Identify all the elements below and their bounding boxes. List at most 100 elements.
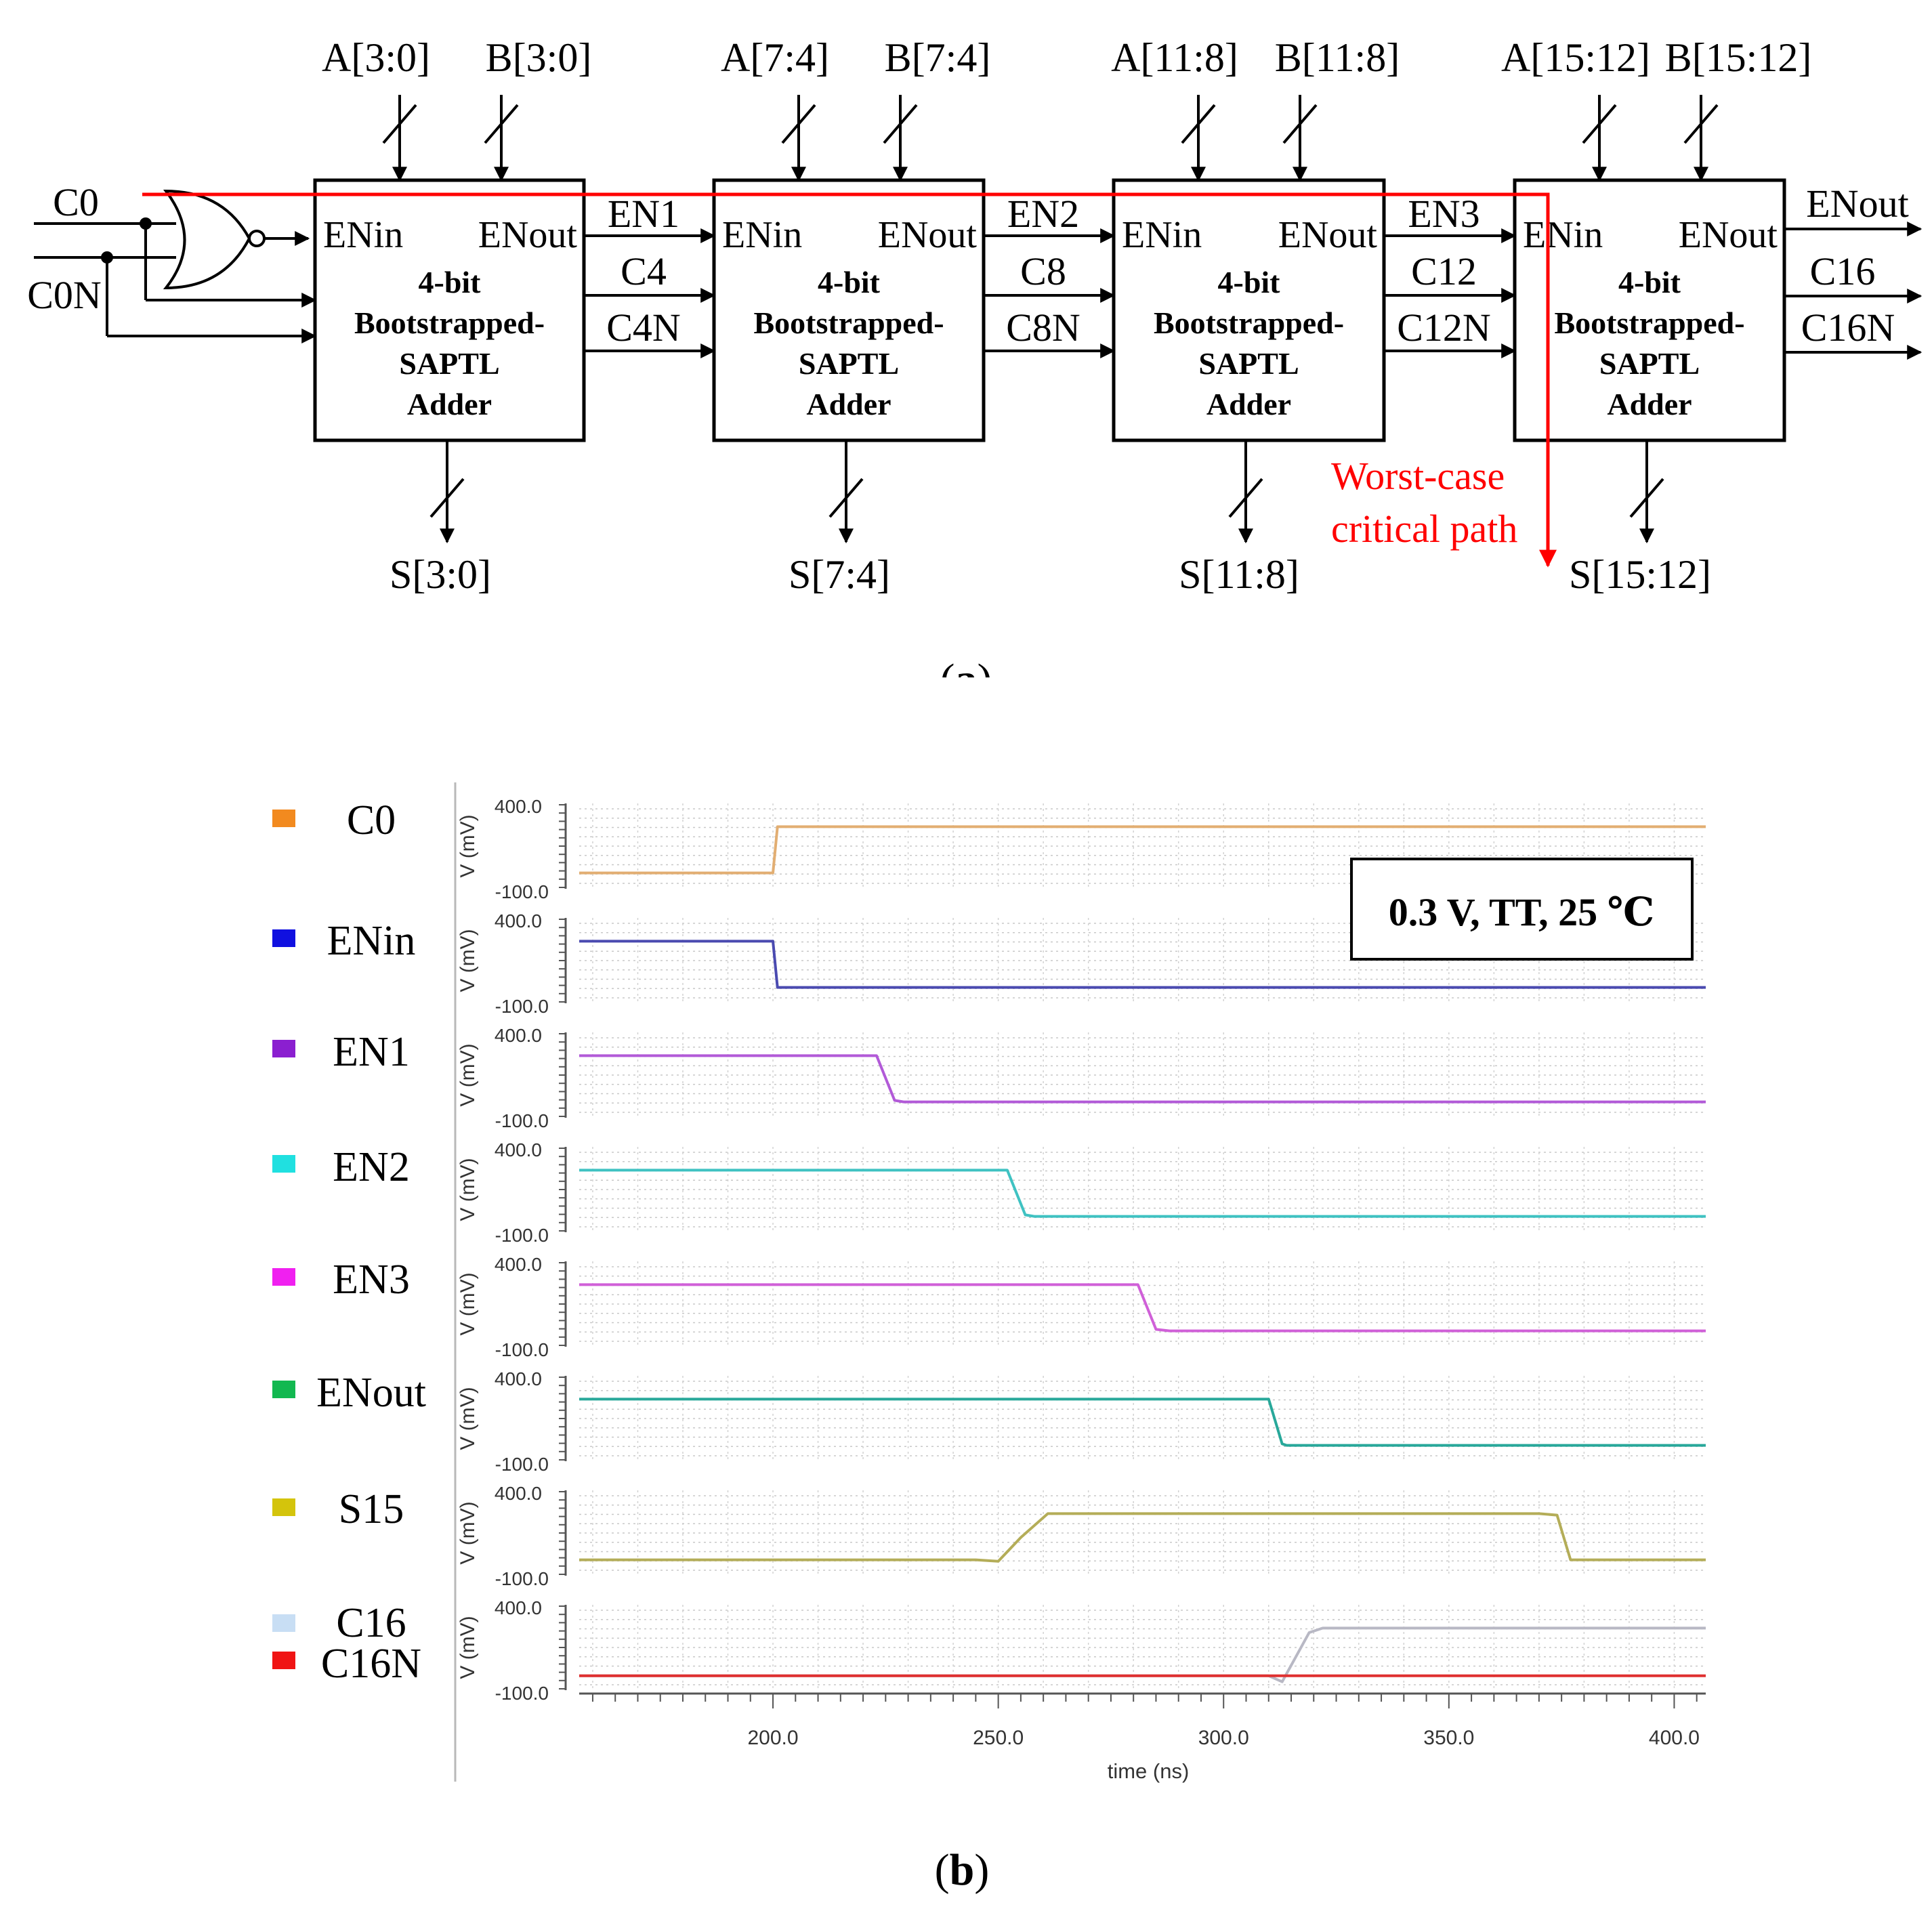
s-bus-slash-0 <box>429 478 465 518</box>
adder-title-line-3: Adder <box>407 387 492 421</box>
a-bus-slash-0 <box>382 104 417 144</box>
input-c0n-label: C0N <box>27 273 102 317</box>
trace-s15 <box>579 1512 1706 1563</box>
b-bus-slash-1 <box>883 104 918 144</box>
adder-block-1 <box>712 178 986 442</box>
trace-en1 <box>579 1054 1706 1104</box>
legend-label-s15: S15 <box>339 1486 404 1532</box>
trace-en3 <box>579 1283 1706 1332</box>
legend-swatch-c16 <box>272 1614 295 1632</box>
y-tick-label-top: 400.0 <box>495 910 542 931</box>
link-en-label-1: EN2 <box>1007 192 1079 236</box>
y-tick-label-top: 400.0 <box>495 796 542 817</box>
en-in-label-0: ENin <box>323 214 403 256</box>
legend-swatch-en1 <box>272 1040 295 1057</box>
legend-label-en3: EN3 <box>333 1257 410 1303</box>
y-tick-label-top: 400.0 <box>495 1483 542 1504</box>
en-in-label-2: ENin <box>1122 214 1202 256</box>
waveform-lane-7: 400.0 -100.0 V (mV) <box>457 1597 1706 1704</box>
s-bus-label-1: S[7:4] <box>789 552 890 597</box>
condition-box <box>1350 858 1694 961</box>
b-bus-slash-0 <box>484 104 519 144</box>
y-axis-label: V (mV) <box>457 1043 479 1106</box>
a-bus-slash-3 <box>1582 104 1617 144</box>
en-in-label-1: ENin <box>722 214 802 256</box>
en-in-label-3: ENin <box>1523 214 1603 256</box>
trace-en2 <box>579 1169 1706 1218</box>
b-bus-slash-3 <box>1683 104 1719 144</box>
y-tick-label-top: 400.0 <box>495 1139 542 1160</box>
s-bus-slash-3 <box>1629 478 1664 518</box>
link-en-label-2: EN3 <box>1408 192 1479 236</box>
adder-title-line-2: SAPTL <box>799 346 899 381</box>
a-bus-label-1: A[7:4] <box>721 35 829 80</box>
link-cn-label-0: C4N <box>606 306 681 350</box>
y-tick-label-top: 400.0 <box>495 1254 542 1275</box>
link-c-label-1: C8 <box>1020 249 1066 293</box>
b-bus-label-1: B[7:4] <box>885 35 991 80</box>
s-bus-label-0: S[3:0] <box>390 552 491 597</box>
s-bus-slash-2 <box>1228 478 1263 518</box>
link-c-label-0: C4 <box>621 249 667 293</box>
b-bus-label-3: B[15:12] <box>1665 35 1812 80</box>
adder-title-line-2: SAPTL <box>1599 346 1700 381</box>
waveform-lane-5: 400.0 -100.0 V (mV) <box>457 1368 1706 1475</box>
critical-path-label-line2: critical path <box>1331 507 1517 551</box>
a-bus-label-2: A[11:8] <box>1111 35 1238 80</box>
adder-block-0 <box>313 178 586 442</box>
out-c-label: C16 <box>1810 249 1876 293</box>
link-cn-label-1: C8N <box>1006 306 1080 350</box>
y-tick-label-bottom: -100.0 <box>495 1339 549 1360</box>
panel-b-label: (b) <box>935 1845 990 1895</box>
legend-swatch-en2 <box>272 1155 295 1173</box>
waveform-lane-0: 400.0 -100.0 V (mV) <box>457 796 1706 902</box>
y-axis-label: V (mV) <box>457 1387 479 1450</box>
link-c-label-2: C12 <box>1411 249 1477 293</box>
y-axis-label: V (mV) <box>457 1616 479 1679</box>
adder-block-3 <box>1513 178 1786 442</box>
a-bus-slash-1 <box>781 104 816 144</box>
y-tick-label-bottom: -100.0 <box>495 996 549 1017</box>
y-tick-label-bottom: -100.0 <box>495 1683 549 1704</box>
b-bus-label-0: B[3:0] <box>486 35 592 80</box>
y-axis-label: V (mV) <box>457 1158 479 1221</box>
panel-a-label: (a) <box>940 655 992 677</box>
adder-title-line-2: SAPTL <box>399 346 499 381</box>
s-bus-slash-1 <box>828 478 864 518</box>
y-tick-label-top: 400.0 <box>495 1025 542 1046</box>
x-tick-label-4: 400.0 <box>1649 1727 1700 1749</box>
y-axis-label: V (mV) <box>457 929 479 992</box>
nor-gate-shape <box>163 189 251 290</box>
legend-swatch-s15 <box>272 1498 295 1516</box>
link-cn-label-2: C12N <box>1397 306 1491 350</box>
adder-block-2 <box>1112 178 1386 442</box>
s-bus-label-2: S[11:8] <box>1179 552 1299 597</box>
adder-title-line-3: Adder <box>1607 387 1692 421</box>
x-tick-label-1: 250.0 <box>973 1727 1024 1749</box>
adder-title-line-1: Bootstrapped- <box>1554 306 1744 340</box>
adder-title-line-0: 4-bit <box>1218 265 1281 299</box>
legend-label-c16n: C16N <box>321 1641 421 1687</box>
y-tick-label-bottom: -100.0 <box>495 881 549 902</box>
y-axis-label: V (mV) <box>457 1501 479 1564</box>
y-tick-label-bottom: -100.0 <box>495 1110 549 1131</box>
legend-label-en2: EN2 <box>333 1144 410 1190</box>
y-tick-label-bottom: -100.0 <box>495 1225 549 1246</box>
out-cn-label: C16N <box>1801 306 1895 350</box>
adder-title-line-1: Bootstrapped- <box>1154 306 1344 340</box>
adder-title-line-3: Adder <box>806 387 891 421</box>
trace-c0 <box>579 825 1706 875</box>
waveform-lane-1: 400.0 -100.0 V (mV) <box>457 910 1706 1017</box>
critical-path-line <box>142 192 1557 568</box>
adder-title-line-1: Bootstrapped- <box>753 306 944 340</box>
a-bus-label-3: A[15:12] <box>1501 35 1650 80</box>
condition-label: 0.3 V, TT, 25 ℃ <box>1389 890 1654 934</box>
adder-title-line-3: Adder <box>1206 387 1291 421</box>
waveform-lane-3: 400.0 -100.0 V (mV) <box>457 1139 1706 1246</box>
s-bus-label-3: S[15:12] <box>1569 552 1711 597</box>
link-en-label-0: EN1 <box>608 192 679 236</box>
legend-swatch-enin <box>272 929 295 947</box>
a-bus-label-0: A[3:0] <box>322 35 430 80</box>
legend-label-c16: C16 <box>336 1600 406 1646</box>
